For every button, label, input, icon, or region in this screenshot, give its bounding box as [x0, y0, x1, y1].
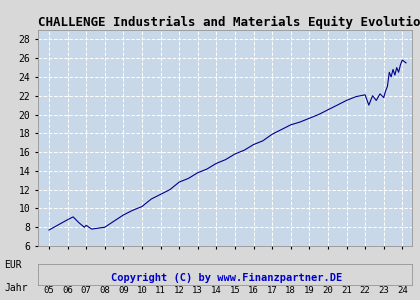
- Text: CHALLENGE Industrials and Materials Equity Evolution S A: CHALLENGE Industrials and Materials Equi…: [38, 16, 420, 29]
- Text: Jahr: Jahr: [4, 283, 28, 293]
- Text: EUR: EUR: [4, 260, 22, 271]
- Text: Copyright (C) by www.Finanzpartner.DE: Copyright (C) by www.Finanzpartner.DE: [111, 272, 342, 283]
